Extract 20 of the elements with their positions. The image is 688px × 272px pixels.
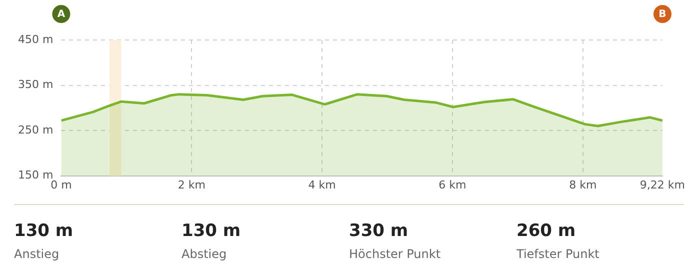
- x-tick-label: 4 km: [308, 178, 336, 192]
- text: A: [57, 9, 66, 20]
- x-tick-label: 9,22 km: [640, 178, 685, 192]
- text: 260 m: [516, 221, 577, 241]
- text: Anstieg: [14, 247, 60, 261]
- x-tick-label: 0 m: [50, 178, 72, 192]
- x-tick-label: 6 km: [438, 178, 466, 192]
- y-tick-label: 250 m: [18, 123, 54, 136]
- text: Abstieg: [182, 247, 228, 261]
- x-tick-label: 2 km: [178, 178, 206, 192]
- text: 130 m: [182, 221, 242, 241]
- text: Höchster Punkt: [349, 247, 442, 261]
- text: 130 m: [14, 221, 74, 241]
- text: Tiefster Punkt: [516, 247, 600, 261]
- y-tick-label: 450 m: [18, 32, 54, 46]
- y-tick-label: 350 m: [18, 78, 54, 92]
- text: B: [658, 9, 666, 20]
- y-tick-label: 150 m: [18, 168, 54, 182]
- x-tick-label: 8 km: [569, 178, 597, 192]
- text: 330 m: [349, 221, 410, 241]
